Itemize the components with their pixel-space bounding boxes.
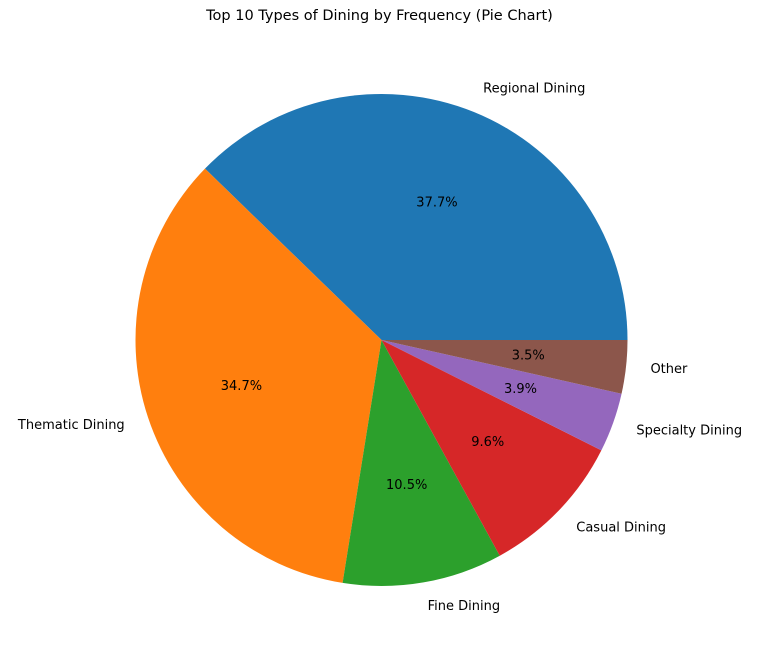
- pie-slice-regional-dining: [204, 94, 628, 340]
- pie-slices: [135, 94, 628, 587]
- pie-slice-fine-dining: [342, 340, 500, 587]
- pie-category-label-thematic-dining: Thematic Dining: [17, 418, 125, 433]
- pie-slice-other: [381, 340, 628, 394]
- chart-title: Top 10 Types of Dining by Frequency (Pie…: [206, 8, 553, 24]
- pie-percent-labels: 37.7% 34.7% 10.5% 9.6% 3.9% 3.5%: [221, 196, 545, 493]
- pie-slice-specialty-dining: [381, 340, 622, 451]
- pie-percent-label-casual-dining: 9.6%: [471, 435, 504, 450]
- pie-category-labels: Regional Dining Thematic Dining Fine Dinin…: [17, 82, 742, 614]
- pie-category-label-casual-dining: Casual Dining: [576, 520, 666, 535]
- pie-category-label-fine-dining: Fine Dining: [428, 599, 500, 614]
- pie-percent-label-other: 3.5%: [512, 349, 545, 364]
- pie-category-label-other: Other: [650, 362, 688, 377]
- pie-percent-label-specialty-dining: 3.9%: [504, 382, 537, 397]
- pie-percent-label-regional-dining: 37.7%: [416, 196, 457, 211]
- pie-slice-thematic-dining: [135, 168, 382, 583]
- pie-percent-label-thematic-dining: 34.7%: [221, 379, 262, 394]
- pie-percent-label-fine-dining: 10.5%: [386, 478, 427, 493]
- pie-category-label-specialty-dining: Specialty Dining: [636, 423, 742, 438]
- pie-slice-casual-dining: [381, 340, 602, 556]
- pie-category-label-regional-dining: Regional Dining: [483, 82, 585, 97]
